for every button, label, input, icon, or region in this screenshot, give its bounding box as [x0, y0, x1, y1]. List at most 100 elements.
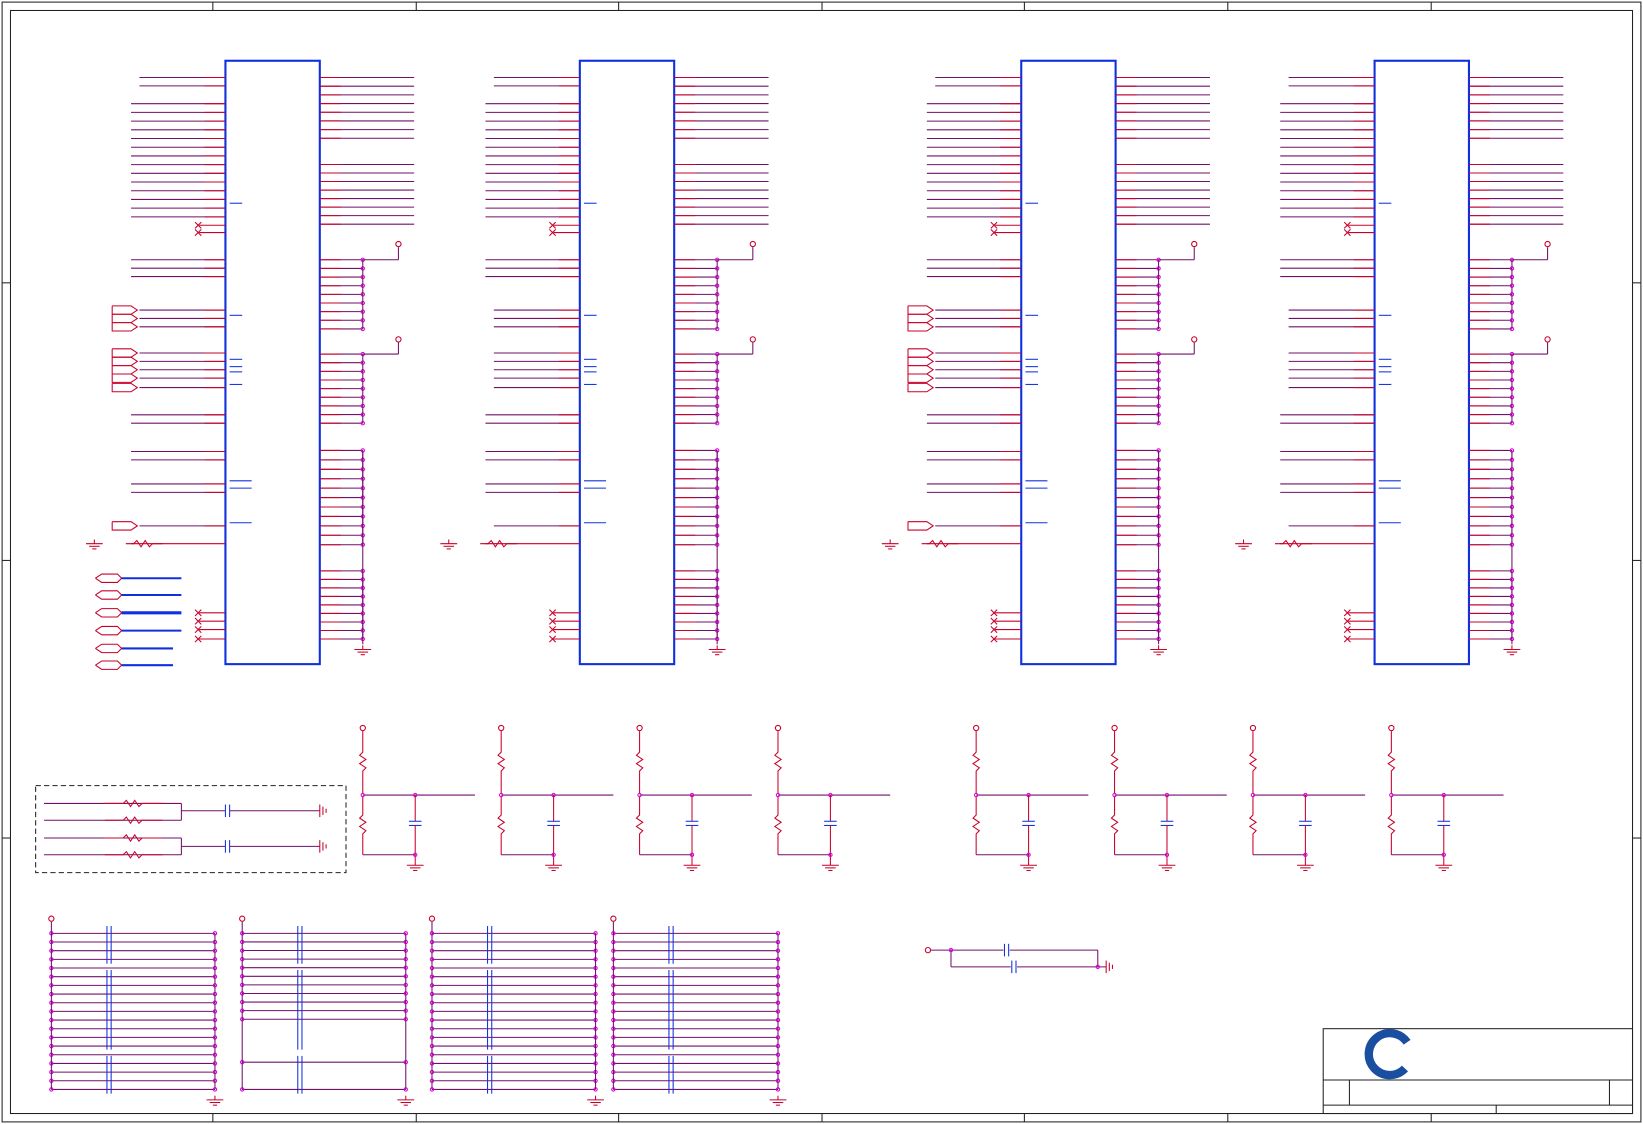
port [111, 305, 139, 315]
junction [1026, 852, 1031, 857]
nc [194, 617, 202, 625]
port [907, 365, 935, 375]
nc [1343, 221, 1351, 229]
resistor [1387, 796, 1396, 855]
junction [1389, 792, 1394, 798]
logo-ring [1364, 1029, 1411, 1080]
resistor [104, 850, 163, 859]
title-frame [1322, 1028, 1634, 1115]
resistor [125, 539, 163, 548]
resistor [773, 731, 783, 795]
resistor [1248, 731, 1258, 795]
nc [194, 609, 202, 617]
power-port [1388, 724, 1395, 732]
nc [549, 635, 557, 643]
port [907, 382, 935, 393]
ic-body [224, 59, 321, 666]
junction [637, 792, 642, 798]
port [95, 625, 123, 636]
nc [1343, 609, 1351, 617]
resistor [773, 796, 783, 855]
port [111, 373, 139, 383]
power-port [973, 724, 980, 732]
port [111, 348, 139, 358]
port [907, 305, 935, 315]
resistor [921, 539, 959, 548]
power-port [924, 946, 932, 954]
resistor [1387, 731, 1396, 795]
port [95, 590, 123, 600]
nc [194, 229, 202, 237]
resistor [104, 799, 163, 808]
power-port [1191, 336, 1198, 343]
port [111, 322, 139, 332]
nc [990, 635, 998, 643]
resistor [358, 731, 367, 795]
resistor [497, 796, 506, 855]
port [907, 373, 935, 383]
resistor [1274, 539, 1312, 548]
resistor [358, 796, 367, 855]
resistor [1248, 796, 1258, 855]
nc [990, 609, 998, 617]
junction [828, 852, 833, 857]
resistor [497, 731, 506, 795]
nc [549, 221, 557, 229]
power-port [1249, 724, 1257, 732]
junction [551, 852, 556, 857]
power-port [1191, 240, 1198, 248]
resistor [480, 539, 517, 548]
junction [1250, 792, 1256, 798]
nc [549, 617, 557, 625]
resistor [635, 796, 644, 855]
power-port [395, 336, 402, 343]
port [95, 573, 123, 583]
ic-body [1373, 59, 1470, 666]
nc [194, 221, 202, 229]
power-port [610, 915, 617, 922]
power-port [1544, 240, 1551, 248]
title-block [1322, 1028, 1634, 1115]
nc [1343, 617, 1351, 625]
nc [549, 229, 557, 237]
nc [1343, 626, 1351, 634]
power-port [749, 240, 756, 248]
nc [549, 626, 557, 634]
power-port [359, 724, 366, 732]
ic-body [1020, 59, 1117, 666]
junction [360, 792, 365, 798]
power-port [774, 724, 782, 732]
junction [1164, 852, 1170, 857]
power-port [749, 336, 756, 343]
resistor [635, 731, 644, 795]
power-port [48, 915, 55, 922]
junction [689, 852, 695, 857]
power-port [1544, 336, 1551, 343]
nc [1343, 635, 1351, 643]
nc [194, 635, 202, 643]
port [907, 313, 935, 324]
junction [498, 792, 504, 798]
port [95, 608, 123, 618]
nc [990, 229, 998, 237]
dashed-box [35, 785, 347, 874]
resistor [104, 816, 163, 825]
port [907, 356, 935, 367]
power-port [239, 915, 246, 922]
resistor [104, 833, 163, 843]
port [95, 660, 123, 670]
resistor [1110, 796, 1119, 855]
resistor [1110, 731, 1119, 795]
nc [1343, 229, 1351, 237]
port [907, 348, 935, 358]
power-port [395, 240, 402, 248]
port [111, 382, 139, 393]
resistor [972, 796, 981, 855]
logo-bar [1390, 1062, 1419, 1067]
junction [1303, 852, 1308, 857]
port [111, 356, 139, 367]
port [111, 521, 139, 531]
power-port [498, 724, 505, 732]
